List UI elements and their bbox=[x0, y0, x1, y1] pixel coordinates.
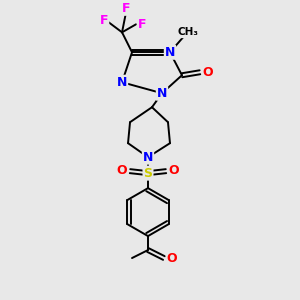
Text: F: F bbox=[138, 18, 146, 31]
Text: N: N bbox=[143, 151, 153, 164]
Text: CH₃: CH₃ bbox=[178, 27, 199, 37]
Text: N: N bbox=[165, 46, 175, 59]
Text: N: N bbox=[157, 87, 167, 100]
Text: O: O bbox=[169, 164, 179, 177]
Text: N: N bbox=[117, 76, 127, 89]
Text: O: O bbox=[117, 164, 127, 177]
Text: O: O bbox=[167, 251, 177, 265]
Text: F: F bbox=[100, 14, 108, 27]
Text: F: F bbox=[122, 2, 130, 15]
Text: S: S bbox=[143, 167, 152, 180]
Text: O: O bbox=[202, 66, 213, 79]
